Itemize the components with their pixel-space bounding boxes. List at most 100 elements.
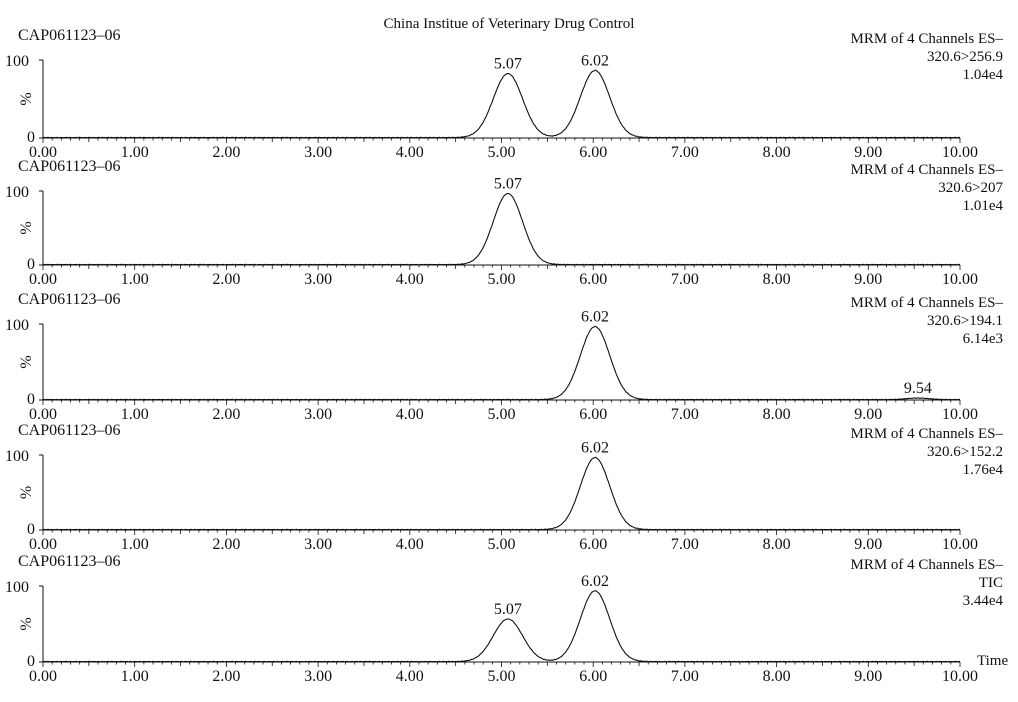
channel-title: MRM of 4 Channels ES–: [850, 31, 1003, 47]
x-tick-label: 10.00: [942, 271, 978, 288]
x-tick-label: 10.00: [942, 536, 978, 553]
chromatogram-panel-1: CAP061123–06 MRM of 4 Channels ES– 320.6>2…: [5, 27, 1003, 161]
y-axis-unit-label: %: [18, 486, 35, 499]
x-tick-label: 5.00: [488, 668, 516, 685]
y-tick-label-min: 0: [27, 391, 35, 408]
channel-title: MRM of 4 Channels ES–: [850, 426, 1003, 442]
x-tick-label: 9.00: [854, 668, 882, 685]
x-tick-label: 1.00: [121, 668, 149, 685]
sample-id-label: CAP061123–06: [18, 553, 121, 570]
x-tick-label: 8.00: [763, 536, 791, 553]
x-tick-label: 7.00: [671, 271, 699, 288]
x-tick-label: 2.00: [212, 406, 240, 423]
peak-retention-label: 6.02: [581, 309, 609, 326]
x-tick-label: 2.00: [212, 271, 240, 288]
x-tick-label: 5.00: [488, 536, 516, 553]
x-tick-label: 4.00: [396, 144, 424, 161]
sample-id-label: CAP061123–06: [18, 422, 121, 439]
chromatogram-trace: [42, 456, 961, 531]
x-tick-label: 8.00: [763, 144, 791, 161]
y-tick-label-max: 100: [5, 448, 29, 465]
channel-title: MRM of 4 Channels ES–: [850, 162, 1003, 178]
x-tick-label: 4.00: [396, 668, 424, 685]
x-tick-label: 9.00: [854, 271, 882, 288]
chromatogram-trace: [42, 69, 961, 139]
y-tick-label-max: 100: [5, 579, 29, 596]
y-axis-unit-label: %: [18, 92, 35, 105]
x-tick-label: 0.00: [29, 144, 57, 161]
x-tick-label: 0.00: [29, 271, 57, 288]
x-tick-label: 7.00: [671, 668, 699, 685]
y-axis-unit-label: %: [18, 355, 35, 368]
x-tick-label: 6.00: [579, 668, 607, 685]
y-tick-label-max: 100: [5, 317, 29, 334]
y-tick-label-max: 100: [5, 184, 29, 201]
channel-title: MRM of 4 Channels ES–: [850, 295, 1003, 311]
x-tick-label: 0.00: [29, 668, 57, 685]
intensity-label: 1.04e4: [963, 67, 1004, 83]
x-tick-label: 4.00: [396, 536, 424, 553]
x-tick-label: 3.00: [304, 144, 332, 161]
y-tick-label-min: 0: [27, 256, 35, 273]
x-tick-label: 0.00: [29, 406, 57, 423]
x-tick-label: 9.00: [854, 406, 882, 423]
x-tick-label: 2.00: [212, 536, 240, 553]
peak-retention-label: 5.07: [494, 56, 522, 73]
chromatogram-panel-5: CAP061123–06 MRM of 4 Channels ES– TIC 3.44…: [5, 553, 1008, 685]
x-tick-label: 6.00: [579, 536, 607, 553]
x-tick-label: 5.00: [488, 271, 516, 288]
y-tick-label-min: 0: [27, 521, 35, 538]
chromatogram-panel-3: CAP061123–06 MRM of 4 Channels ES– 320.6>1…: [5, 291, 1003, 423]
x-tick-label: 6.00: [579, 144, 607, 161]
x-tick-label: 10.00: [942, 144, 978, 161]
peak-retention-label: 5.07: [494, 601, 522, 618]
x-tick-label: 7.00: [671, 406, 699, 423]
y-tick-label-min: 0: [27, 129, 35, 146]
x-axis-label: Time: [977, 653, 1008, 669]
chromatogram-trace: [42, 192, 961, 266]
x-tick-label: 6.00: [579, 406, 607, 423]
x-tick-label: 1.00: [121, 406, 149, 423]
x-tick-label: 6.00: [579, 271, 607, 288]
x-tick-label: 3.00: [304, 668, 332, 685]
x-tick-label: 10.00: [942, 406, 978, 423]
x-tick-label: 1.00: [121, 144, 149, 161]
peak-retention-label: 6.02: [581, 52, 609, 69]
mrm-transition-label: 320.6>194.1: [927, 313, 1003, 329]
chromatogram-trace: [42, 590, 961, 663]
x-tick-label: 8.00: [763, 668, 791, 685]
x-tick-label: 4.00: [396, 271, 424, 288]
y-axis-unit-label: %: [18, 221, 35, 234]
intensity-label: 1.76e4: [963, 462, 1004, 478]
y-axis-unit-label: %: [18, 617, 35, 630]
x-tick-label: 9.00: [854, 144, 882, 161]
x-tick-label: 9.00: [854, 536, 882, 553]
x-tick-label: 3.00: [304, 271, 332, 288]
x-tick-label: 10.00: [942, 668, 978, 685]
mrm-transition-label: 320.6>152.2: [927, 444, 1003, 460]
peak-retention-label: 6.02: [581, 573, 609, 590]
sample-id-label: CAP061123–06: [18, 291, 121, 308]
x-tick-label: 5.00: [488, 406, 516, 423]
peak-retention-label: 9.54: [904, 380, 932, 397]
chromatogram-panel-2: CAP061123–06 MRM of 4 Channels ES– 320.6>2…: [5, 158, 1003, 288]
x-tick-label: 1.00: [121, 271, 149, 288]
x-tick-label: 3.00: [304, 406, 332, 423]
peak-retention-label: 5.07: [494, 176, 522, 193]
mrm-transition-label: 320.6>207: [938, 180, 1003, 196]
chromatogram-panel-4: CAP061123–06 MRM of 4 Channels ES– 320.6>1…: [5, 422, 1003, 553]
mrm-transition-label: 320.6>256.9: [927, 49, 1003, 65]
x-tick-label: 7.00: [671, 144, 699, 161]
chromatogram-trace: [42, 325, 961, 401]
x-tick-label: 8.00: [763, 406, 791, 423]
x-tick-label: 7.00: [671, 536, 699, 553]
y-tick-label-min: 0: [27, 653, 35, 670]
x-tick-label: 2.00: [212, 668, 240, 685]
intensity-label: 6.14e3: [963, 331, 1003, 347]
x-tick-label: 5.00: [488, 144, 516, 161]
x-tick-label: 4.00: [396, 406, 424, 423]
channel-title: MRM of 4 Channels ES–: [850, 557, 1003, 573]
x-tick-label: 1.00: [121, 536, 149, 553]
sample-id-label: CAP061123–06: [18, 158, 121, 175]
